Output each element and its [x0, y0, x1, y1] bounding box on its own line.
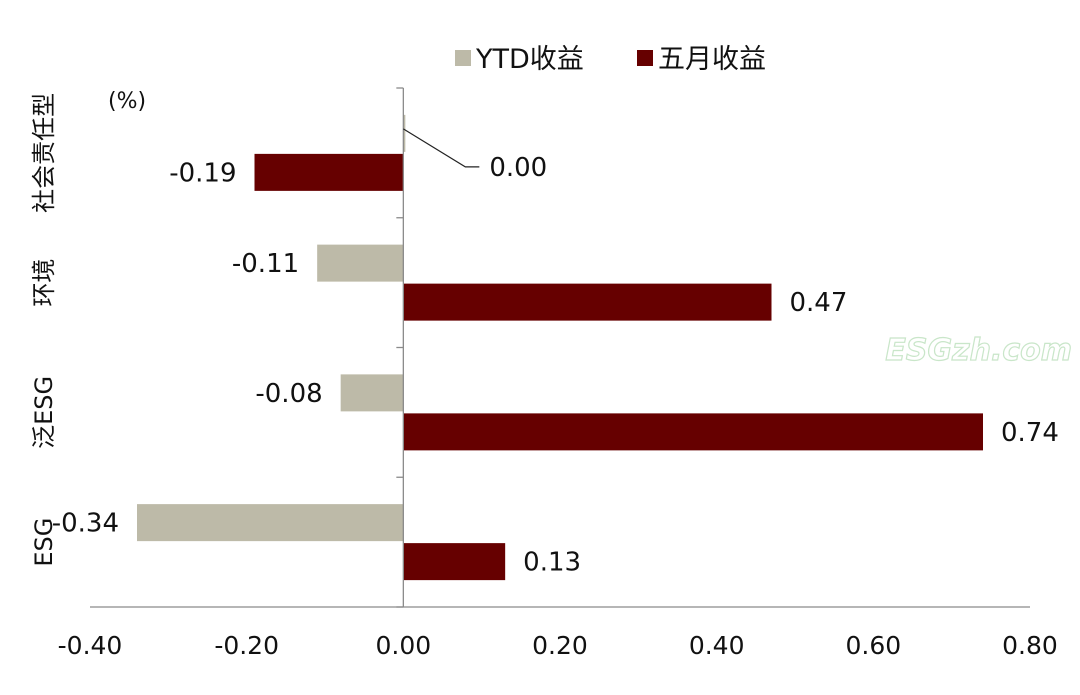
legend-label-1: 五月收益 — [658, 44, 766, 75]
bar-ytd-2 — [340, 374, 404, 412]
labels: 0.00 -0.19 社会责任型 -0.11 0.47 环境 -0.08 0.74 泛ESG -0… — [30, 93, 1059, 660]
data-label-ytd-0: 0.00 — [489, 153, 547, 183]
watermark: ESGzh.com — [885, 333, 1072, 368]
data-label-may-2: 0.74 — [1001, 418, 1059, 448]
unit-label: (%) — [108, 89, 146, 114]
data-label-ytd-1: -0.11 — [232, 249, 299, 279]
x-tick-label-5: 0.60 — [845, 631, 901, 660]
bar-may-0 — [254, 153, 404, 191]
category-label-1: 环境 — [30, 259, 58, 307]
legend: YTD收益 五月收益 — [455, 44, 766, 75]
category-label-2: 泛ESG — [30, 376, 58, 449]
data-label-may-3: 0.13 — [523, 548, 581, 578]
bar-ytd-1 — [317, 244, 404, 282]
bar-ytd-0 — [403, 114, 406, 152]
data-label-may-1: 0.47 — [790, 288, 848, 318]
bar-may-1 — [403, 283, 772, 321]
x-tick-label-3: 0.20 — [532, 631, 588, 660]
category-label-0: 社会责任型 — [30, 93, 58, 213]
bars — [137, 114, 983, 581]
data-label-ytd-3: -0.34 — [52, 509, 119, 539]
legend-swatch-0 — [455, 50, 471, 66]
bar-may-2 — [403, 413, 983, 451]
bar-ytd-3 — [137, 504, 404, 542]
data-label-leader-0 — [403, 128, 480, 168]
axes — [90, 87, 1030, 608]
x-tick-label-4: 0.40 — [689, 631, 745, 660]
x-tick-label-6: 0.80 — [1002, 631, 1058, 660]
x-tick-label-0: -0.40 — [58, 631, 123, 660]
legend-swatch-1 — [637, 50, 653, 66]
x-tick-label-2: 0.00 — [375, 631, 431, 660]
bar-may-3 — [403, 543, 506, 581]
data-label-may-0: -0.19 — [169, 158, 236, 188]
x-tick-label-1: -0.20 — [214, 631, 279, 660]
category-label-3: ESG — [30, 518, 58, 567]
legend-label-0: YTD收益 — [475, 44, 584, 75]
data-label-ytd-2: -0.08 — [255, 379, 322, 409]
